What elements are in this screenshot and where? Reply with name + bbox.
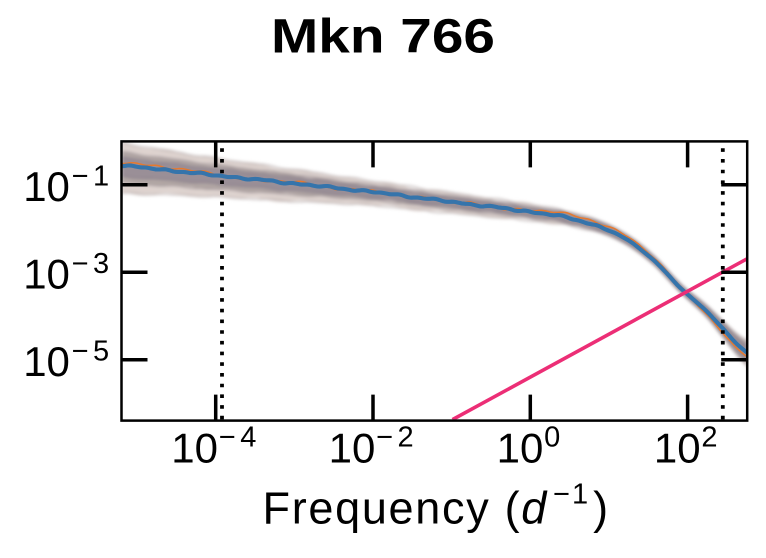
svg-text:10: 10 bbox=[171, 424, 218, 471]
svg-text:Mkn 766: Mkn 766 bbox=[271, 11, 495, 64]
svg-text:−1: −1 bbox=[72, 161, 114, 193]
svg-text:−5: −5 bbox=[72, 336, 114, 368]
svg-text:10: 10 bbox=[23, 251, 70, 298]
svg-text:10: 10 bbox=[497, 424, 544, 471]
svg-text:−4: −4 bbox=[219, 422, 261, 454]
svg-text:10: 10 bbox=[23, 163, 70, 210]
svg-text:10: 10 bbox=[654, 424, 701, 471]
svg-text:−2: −2 bbox=[376, 422, 418, 454]
svg-text:10: 10 bbox=[329, 424, 376, 471]
svg-text:2: 2 bbox=[701, 422, 722, 454]
svg-text:−3: −3 bbox=[72, 248, 114, 280]
svg-text:10: 10 bbox=[23, 338, 70, 385]
svg-text:0: 0 bbox=[544, 422, 565, 454]
